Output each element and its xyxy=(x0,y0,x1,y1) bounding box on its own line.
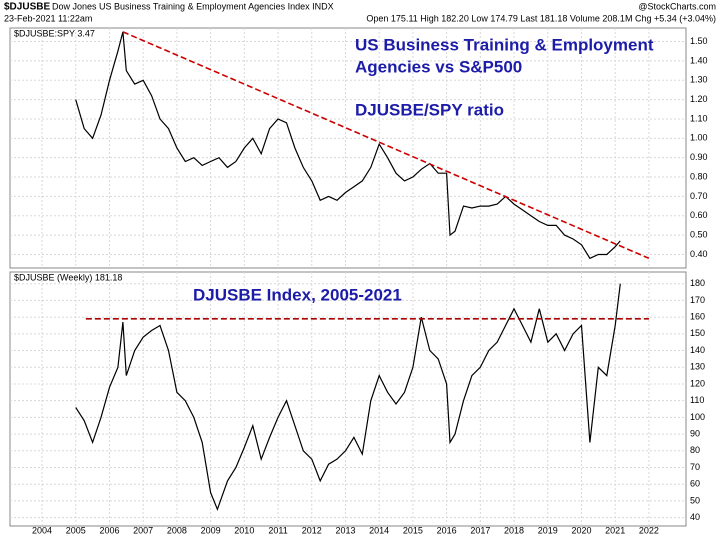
y-tick-label: 160 xyxy=(690,311,705,321)
x-tick-label: 2014 xyxy=(369,525,389,535)
y-tick-label: 1.10 xyxy=(690,113,708,123)
y-tick-label: 170 xyxy=(690,295,705,305)
source: @StockCharts.com xyxy=(638,1,716,11)
y-tick-label: 120 xyxy=(690,378,705,388)
x-tick-label: 2020 xyxy=(571,525,591,535)
y-tick-label: 1.40 xyxy=(690,55,708,65)
annotation: US Business Training & Employment xyxy=(355,35,654,54)
y-tick-label: 60 xyxy=(690,479,700,489)
y-tick-label: 0.70 xyxy=(690,191,708,201)
index-name: Dow Jones US Business Training & Employm… xyxy=(52,1,334,11)
x-tick-label: 2007 xyxy=(133,525,153,535)
panel xyxy=(9,271,687,527)
x-tick-label: 2008 xyxy=(167,525,187,535)
annotation: DJUSBE Index, 2005-2021 xyxy=(193,285,402,304)
panel xyxy=(9,27,687,269)
legend-entry: $DJUSBE (Weekly) 181.18 xyxy=(14,272,122,282)
x-tick-label: 2015 xyxy=(403,525,423,535)
y-tick-label: 110 xyxy=(690,395,704,405)
y-tick-label: 130 xyxy=(690,362,705,372)
x-tick-label: 2016 xyxy=(437,525,457,535)
y-tick-label: 100 xyxy=(690,412,705,422)
y-tick-label: 0.80 xyxy=(690,171,708,181)
series-line xyxy=(75,31,621,260)
x-tick-label: 2010 xyxy=(234,525,254,535)
x-tick-label: 2009 xyxy=(201,525,221,535)
x-tick-label: 2005 xyxy=(66,525,86,535)
y-tick-label: 90 xyxy=(690,428,700,438)
annotation: Agencies vs S&P500 xyxy=(355,57,522,76)
series-line xyxy=(75,283,621,511)
symbol: $DJUSBE xyxy=(4,2,50,13)
y-tick-label: 1.30 xyxy=(690,75,708,85)
y-tick-label: 80 xyxy=(690,445,700,455)
y-tick-label: 0.40 xyxy=(690,249,708,259)
x-tick-label: 2006 xyxy=(99,525,119,535)
x-tick-label: 2019 xyxy=(538,525,558,535)
x-tick-label: 2021 xyxy=(605,525,625,535)
y-tick-label: 1.50 xyxy=(690,36,708,46)
trendline xyxy=(122,31,650,260)
y-tick-label: 1.00 xyxy=(690,133,708,143)
x-tick-label: 2004 xyxy=(32,525,52,535)
y-tick-label: 1.20 xyxy=(690,94,708,104)
quote: Open 175.11 High 182.20 Low 174.79 Last … xyxy=(366,13,716,23)
y-tick-label: 50 xyxy=(690,495,700,505)
x-tick-label: 2022 xyxy=(639,525,659,535)
y-tick-label: 40 xyxy=(690,512,700,522)
date: 23-Feb-2021 11:22am xyxy=(4,13,92,23)
x-tick-label: 2013 xyxy=(335,525,355,535)
y-tick-label: 0.90 xyxy=(690,152,708,162)
y-tick-label: 150 xyxy=(690,328,705,338)
x-tick-label: 2011 xyxy=(268,525,287,535)
x-tick-label: 2012 xyxy=(302,525,322,535)
y-tick-label: 140 xyxy=(690,345,705,355)
y-tick-label: 0.50 xyxy=(690,229,708,239)
annotation: DJUSBE/SPY ratio xyxy=(355,100,504,119)
y-tick-label: 70 xyxy=(690,462,700,472)
x-tick-label: 2018 xyxy=(504,525,524,535)
y-tick-label: 0.60 xyxy=(690,210,708,220)
x-tick-label: 2017 xyxy=(470,525,490,535)
y-tick-label: 180 xyxy=(690,278,705,288)
legend-entry: $DJUSBE:SPY 3.47 xyxy=(14,28,95,38)
